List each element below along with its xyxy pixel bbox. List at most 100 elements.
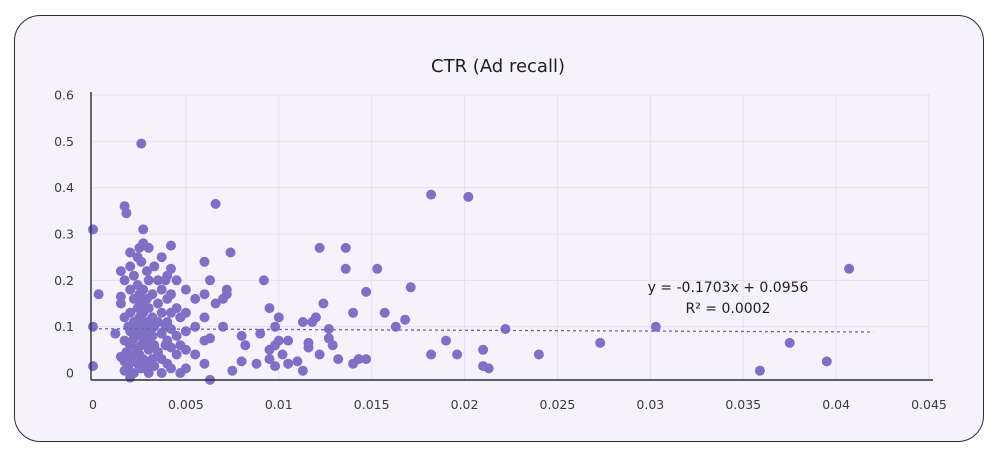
data-point [821,356,832,367]
x-tick-label: 0.035 [725,397,761,412]
data-point [240,340,251,351]
data-point [426,189,437,200]
x-tick-label: 0.015 [354,397,390,412]
data-point [171,275,182,286]
data-point [171,330,182,341]
data-point [180,344,191,355]
data-point [88,321,98,332]
data-point [314,242,325,253]
data-point [483,363,494,374]
data-point [190,321,201,332]
y-tick-label: 0.6 [54,88,74,103]
data-point [400,314,411,325]
x-tick-label: 0.04 [822,397,850,412]
data-point [270,361,281,372]
data-point [405,282,416,293]
gridlines [91,94,930,380]
data-point [199,256,210,267]
x-tick-label: 0.005 [168,397,204,412]
data-point [258,275,269,286]
data-point [115,266,126,277]
data-point [199,358,210,369]
data-point [361,286,372,297]
data-point [153,298,163,309]
data-point [149,361,160,372]
data-point [125,307,136,318]
x-tick-label: 0.025 [540,397,576,412]
data-point [166,289,176,300]
data-point [441,335,451,346]
data-point [93,289,104,300]
data-point [121,208,132,219]
chart-card [14,15,984,442]
chart-title: CTR (Ad recall) [431,56,565,77]
data-point [264,354,275,365]
data-point [844,263,855,274]
y-tick-label: 0.2 [54,273,74,288]
data-point [149,261,160,272]
data-point [379,307,390,318]
data-point [210,198,221,209]
trendline-r-squared: R² = 0.0002 [686,301,771,317]
data-point [166,240,176,251]
y-tick-label: 0.4 [54,180,74,195]
data-point [190,293,201,304]
data-point [277,349,288,360]
x-tick-label: 0.03 [636,397,664,412]
data-point [143,368,154,378]
data-point [303,342,314,353]
data-point [650,321,661,332]
data-point [156,307,167,318]
trendline [92,328,874,333]
data-point [136,256,147,267]
data-point [119,275,130,286]
data-point [227,365,238,376]
data-point [190,349,201,360]
data-point [463,191,474,202]
data-point [273,312,284,323]
data-point [141,266,152,277]
data-point [327,340,338,351]
data-point [199,312,210,323]
data-point [390,321,401,332]
data-point [297,365,308,376]
data-point [255,328,266,339]
data-point [292,356,303,367]
y-tick-label: 0.1 [54,319,74,334]
data-point [310,312,321,323]
y-axis-ticks: 0 0.1 0.2 0.3 0.4 0.5 0.6 [54,88,74,381]
data-point [340,242,351,253]
data-point [340,263,351,274]
data-point [110,328,121,339]
data-point [784,337,795,348]
data-point [297,317,308,327]
data-point [125,284,136,295]
data-point [478,344,489,355]
x-tick-label: 0 [89,397,97,412]
data-point [270,321,281,332]
data-point [180,326,191,337]
data-point [533,349,544,360]
data-point [125,261,136,272]
data-point [156,284,167,295]
x-tick-label: 0.045 [911,397,947,412]
y-tick-label: 0 [66,366,74,381]
data-point [153,275,163,286]
data-point [221,289,232,300]
data-point [156,252,167,263]
y-tick-label: 0.3 [54,227,74,242]
data-point [128,270,139,281]
data-point [273,335,284,346]
data-point [333,354,344,365]
data-point [171,349,182,360]
data-point [500,324,511,334]
data-point [143,303,154,314]
data-point [128,368,139,378]
data-point [353,354,364,365]
data-point [180,284,191,295]
data-point [595,337,606,348]
data-point [236,330,247,341]
data-point [180,363,191,374]
data-point [283,358,294,369]
data-point [147,330,158,341]
